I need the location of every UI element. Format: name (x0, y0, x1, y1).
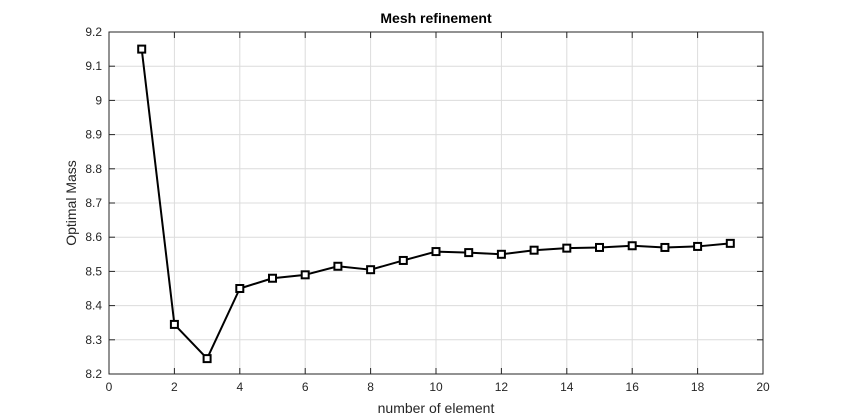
data-point-marker (235, 284, 245, 293)
data-point-marker (660, 242, 670, 252)
data-point-marker (595, 242, 604, 252)
data-point-marker (627, 241, 637, 251)
data-point-marker (137, 44, 147, 54)
y-tick-label: 8.9 (85, 128, 102, 142)
data-point-marker (398, 255, 408, 265)
ticks: 0 2 4 6 8 10 12 14 16 18 20 8.2 8.3 8.4 8.5 8.6 8.7 8.8 8.… (85, 25, 770, 394)
data-point-marker (725, 238, 735, 248)
x-tick-label: 0 (106, 380, 113, 394)
data-point-marker (693, 241, 703, 251)
x-tick-label: 14 (560, 380, 574, 394)
y-tick-label: 9.1 (85, 59, 102, 73)
data-point-marker (202, 354, 212, 364)
y-tick-label: 9.2 (85, 25, 102, 39)
y-tick-label: 9 (95, 93, 102, 107)
data-point-marker (300, 270, 310, 280)
x-tick-label: 6 (302, 380, 309, 394)
data-point-marker (529, 245, 539, 255)
x-tick-label: 20 (756, 380, 770, 394)
data-point-marker (366, 265, 376, 275)
x-tick-label: 4 (236, 380, 243, 394)
series (137, 44, 735, 364)
grid (108, 31, 764, 375)
x-tick-label: 16 (626, 380, 640, 394)
y-tick-label: 8.3 (85, 333, 102, 347)
x-axis-label: number of element (378, 400, 495, 416)
data-point-marker (464, 248, 474, 258)
chart-title: Mesh refinement (380, 10, 492, 26)
data-point-marker (562, 243, 572, 253)
data-point-marker (431, 247, 441, 257)
data-point-marker (169, 319, 179, 329)
y-tick-label: 8.7 (85, 196, 102, 210)
y-tick-label: 8.5 (85, 264, 102, 278)
x-tick-label: 12 (495, 380, 509, 394)
data-point-marker (496, 249, 506, 259)
x-tick-label: 8 (367, 380, 374, 394)
data-point-marker (268, 273, 277, 283)
data-point-marker (333, 261, 343, 271)
y-axis-label: Optimal Mass (63, 160, 79, 246)
y-tick-label: 8.2 (85, 367, 102, 381)
x-tick-label: 2 (171, 380, 178, 394)
x-tick-label: 18 (691, 380, 705, 394)
y-tick-label: 8.8 (85, 162, 102, 176)
y-tick-label: 8.4 (85, 299, 102, 313)
x-tick-label: 10 (429, 380, 443, 394)
y-tick-label: 8.6 (85, 230, 102, 244)
